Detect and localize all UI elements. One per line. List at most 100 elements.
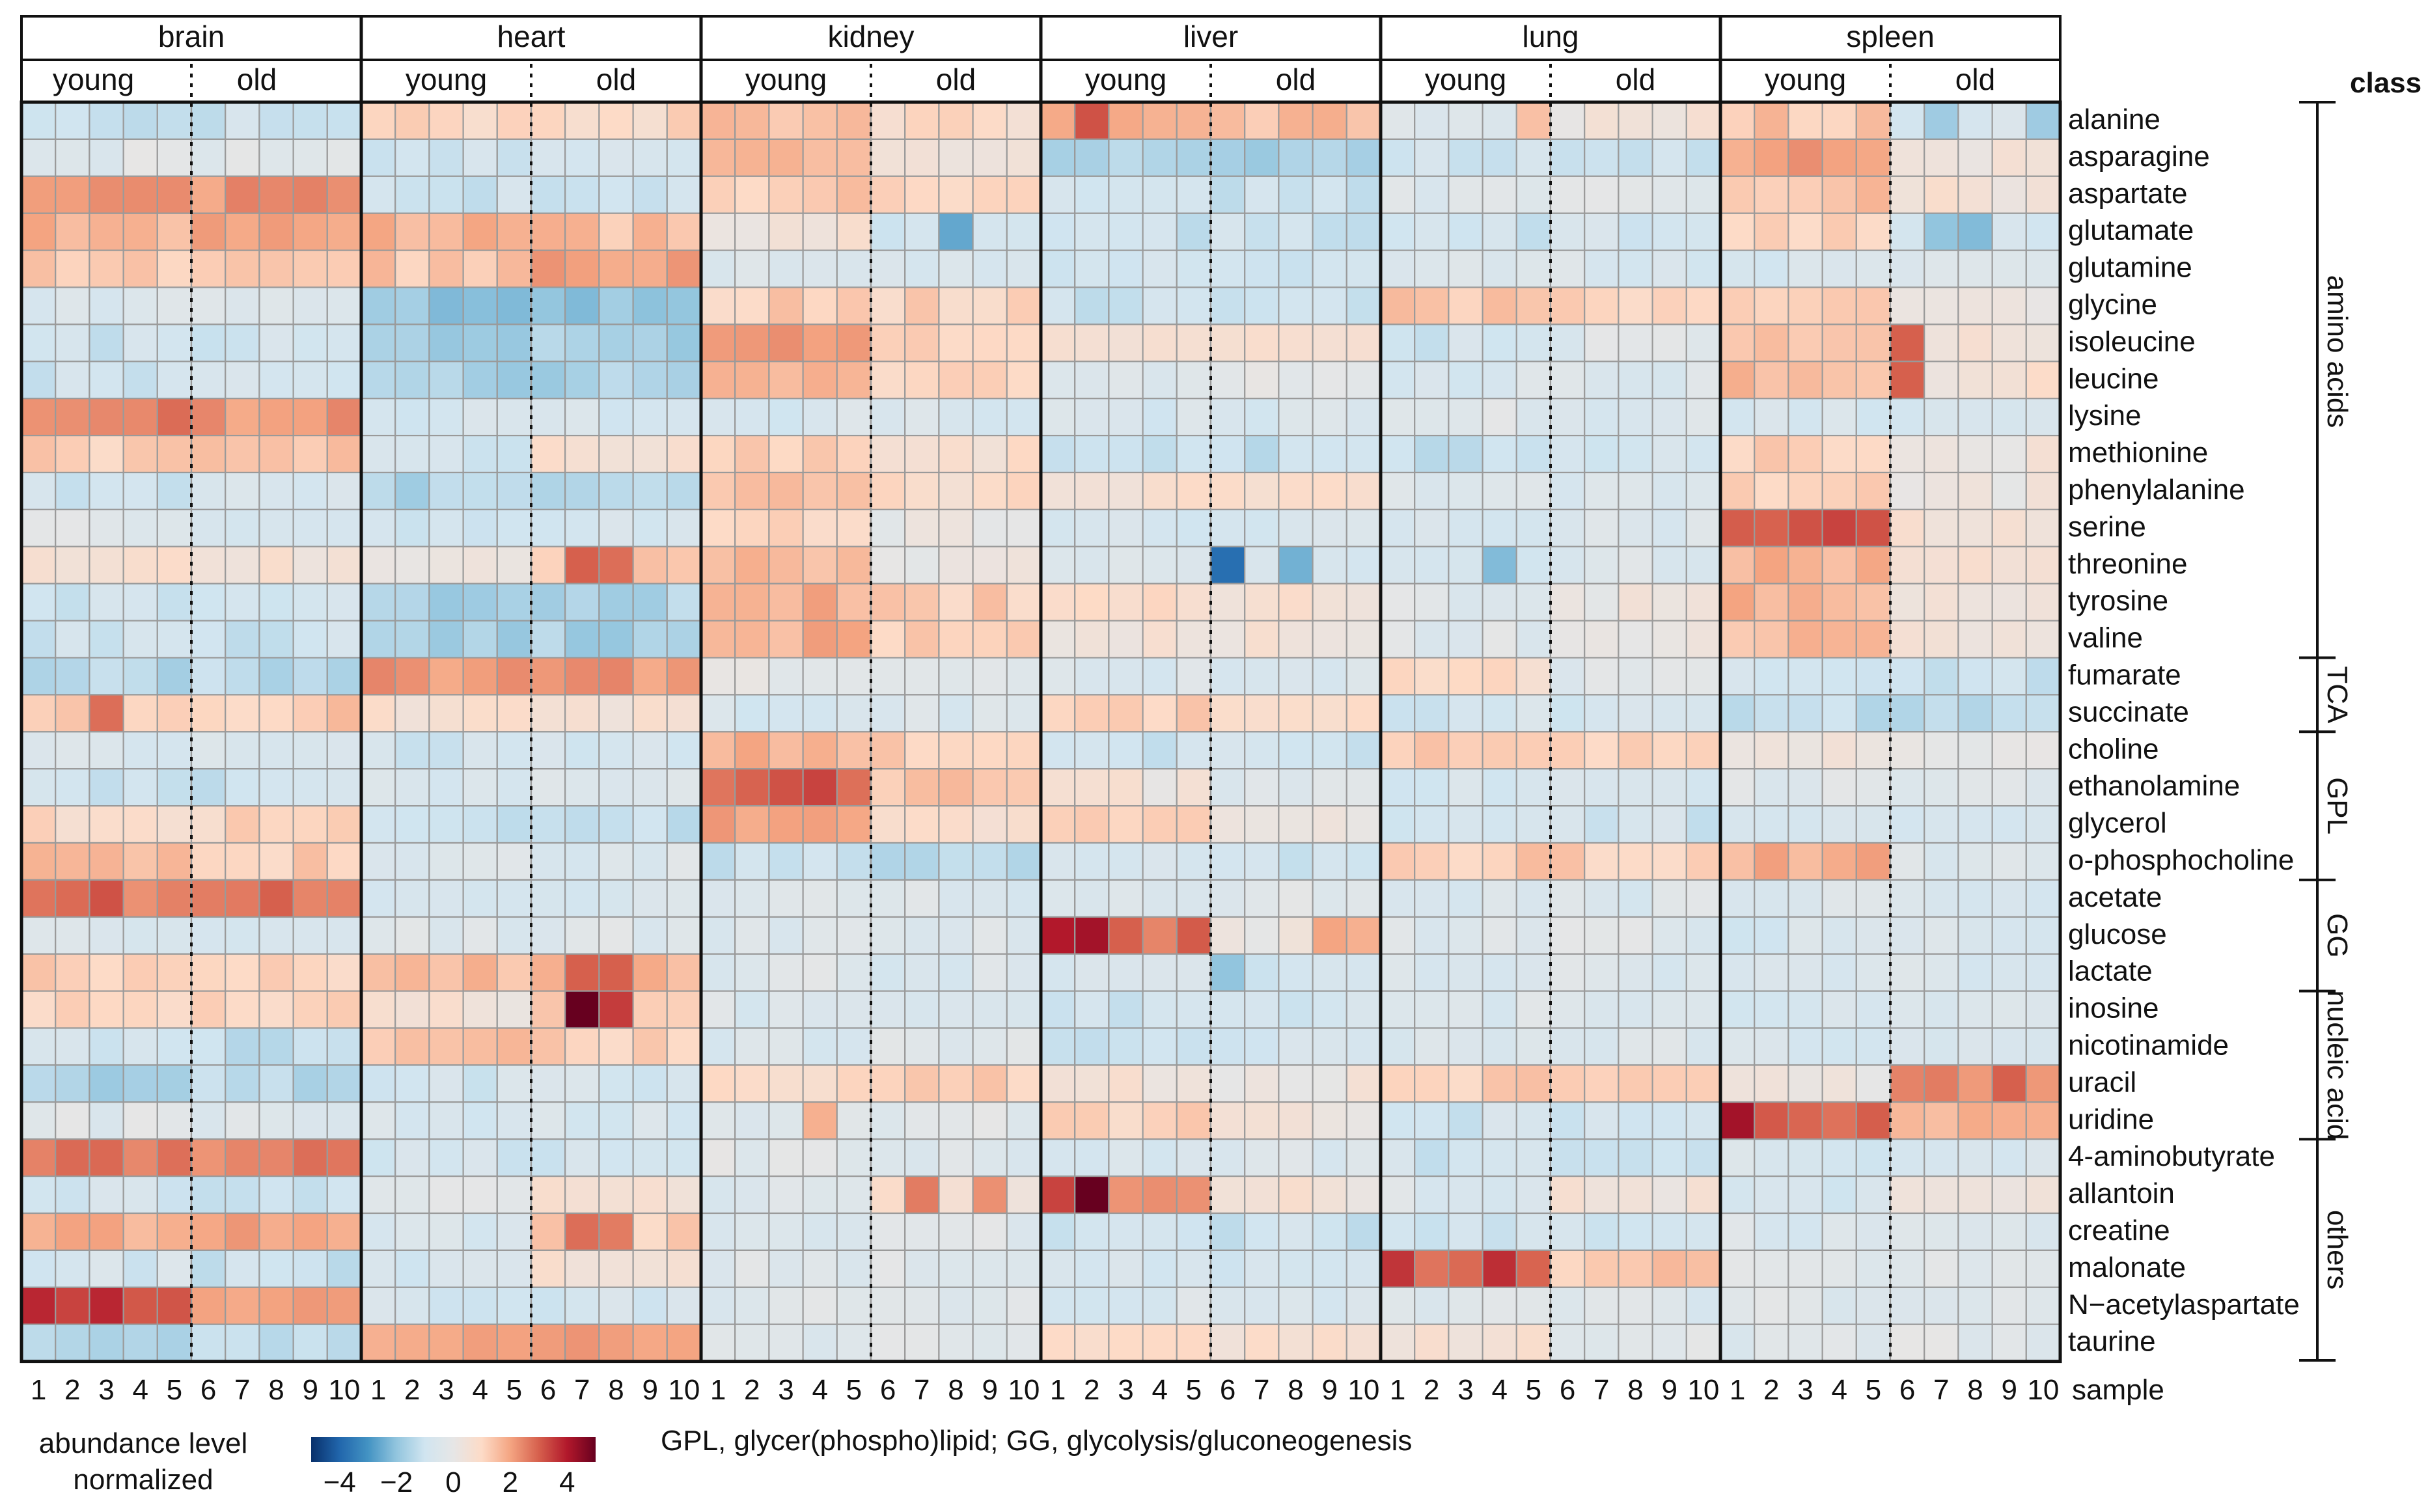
heatmap-cell-lung-ethanolamine-5 [1515, 768, 1552, 807]
heatmap-cell-spleen-malonate-8 [1957, 1249, 1993, 1288]
heatmap-cell-brain-valine-5 [156, 620, 193, 659]
sample-tick-lung-5: 5 [1526, 1374, 1541, 1406]
heatmap-cell-brain-glycerol-10 [326, 804, 363, 844]
heatmap-cell-kidney-choline-1 [700, 731, 736, 770]
heatmap-cell-lung-choline-3 [1448, 731, 1483, 770]
heatmap-cell-liver-ethanolamine-4 [1142, 768, 1178, 807]
sample-tick-spleen-2: 2 [1763, 1374, 1779, 1406]
heatmap-cell-brain-uracil-9 [292, 1064, 328, 1103]
heatmap-cell-brain-nicotinamide-9 [292, 1027, 328, 1066]
heatmap-cell-kidney-4-aminobutyrate-4 [802, 1138, 838, 1177]
heatmap-cell-spleen-valine-9 [1991, 620, 2027, 659]
heatmap-cell-spleen-succinate-1 [1719, 694, 1756, 733]
heatmap-cell-spleen-glycine-9 [1991, 286, 2027, 325]
heatmap-cell-kidney-isoleucine-8 [938, 323, 974, 363]
heatmap-cell-kidney-lactate-4 [802, 953, 838, 992]
heatmap-cell-lung-glucose-4 [1482, 916, 1517, 955]
heatmap-cell-lung-serine-4 [1482, 508, 1517, 547]
heatmap-cell-kidney-glycine-1 [700, 286, 736, 325]
heatmap-cell-liver-malonate-9 [1312, 1249, 1347, 1288]
sample-tick-spleen-8: 8 [1967, 1374, 1983, 1406]
heatmap-cell-spleen-glycerol-1 [1719, 804, 1756, 844]
heatmap-cell-liver-threonine-5 [1176, 545, 1212, 584]
heatmap-cell-lung-phenylalanine-3 [1448, 471, 1483, 511]
heatmap-cell-kidney-nicotinamide-4 [802, 1027, 838, 1066]
heatmap-cell-spleen-phenylalanine-2 [1754, 471, 1789, 511]
heatmap-cell-kidney-uracil-5 [836, 1064, 872, 1103]
heatmap-cell-spleen-allantoin-3 [1787, 1175, 1823, 1215]
heatmap-cell-lung-alanine-8 [1618, 101, 1653, 141]
heatmap-cell-spleen-taurine-1 [1719, 1323, 1756, 1362]
heatmap-cell-heart-methionine-8 [598, 434, 634, 474]
heatmap-cell-heart-uridine-7 [564, 1101, 600, 1140]
heatmap-cell-liver-methionine-1 [1040, 434, 1076, 474]
heatmap-cell-liver-inosine-6 [1209, 990, 1246, 1029]
heatmap-cell-lung-uridine-5 [1515, 1101, 1552, 1140]
heatmap-cell-heart-aspartate-7 [564, 175, 600, 214]
heatmap-cell-spleen-allantoin-2 [1754, 1175, 1789, 1215]
heatmap-cell-kidney-taurine-7 [904, 1323, 940, 1362]
heatmap-cell-liver-uridine-3 [1108, 1101, 1144, 1140]
sample-tick-kidney-4: 4 [812, 1374, 827, 1406]
heatmap-cell-lung-glutamate-5 [1515, 212, 1552, 251]
heatmap-cell-heart-allantoin-2 [394, 1175, 430, 1215]
heatmap-cell-heart-succinate-4 [462, 694, 498, 733]
heatmap-cell-kidney-uridine-4 [802, 1101, 838, 1140]
heatmap-cell-kidney-lysine-6 [870, 398, 906, 437]
heatmap-cell-liver-serine-10 [1345, 508, 1382, 547]
heatmap-cell-spleen-inosine-10 [2025, 990, 2062, 1029]
heatmap-cell-spleen-succinate-8 [1957, 694, 1993, 733]
heatmap-cell-spleen-4-aminobutyrate-5 [1855, 1138, 1892, 1177]
heatmap-cell-spleen-taurine-2 [1754, 1323, 1789, 1362]
heatmap-cell-heart-tyrosine-7 [564, 583, 600, 622]
heatmap-cell-spleen-asparagine-6 [1889, 138, 1925, 177]
heatmap-cell-heart-taurine-1 [360, 1323, 396, 1362]
heatmap-cell-kidney-creatine-7 [904, 1212, 940, 1252]
heatmap-cell-kidney-glycerol-4 [802, 804, 838, 844]
heatmap-cell-brain-phenylalanine-9 [292, 471, 328, 511]
heatmap-cell-brain-glucose-7 [225, 916, 260, 955]
heatmap-cell-spleen-aspartate-3 [1787, 175, 1823, 214]
heatmap-cell-heart-glycine-6 [530, 286, 566, 325]
heatmap-cell-kidney-ethanolamine-8 [938, 768, 974, 807]
heatmap-cell-brain-asparagine-8 [258, 138, 294, 177]
heatmap-cell-liver-allantoin-7 [1244, 1175, 1280, 1215]
heatmap-cell-heart-acetate-6 [530, 879, 566, 918]
heatmap-cell-liver-ethanolamine-3 [1108, 768, 1144, 807]
heatmap-cell-lung-4-aminobutyrate-4 [1482, 1138, 1517, 1177]
heatmap-cell-spleen-glycine-10 [2025, 286, 2062, 325]
heatmap-cell-kidney-alanine-8 [938, 101, 974, 141]
heatmap-cell-heart-creatine-10 [666, 1212, 702, 1252]
heatmap-cell-heart-allantoin-7 [564, 1175, 600, 1215]
heatmap-cell-brain-threonine-3 [89, 545, 124, 584]
heatmap-cell-heart-glutamine-9 [632, 249, 668, 288]
heatmap-cell-liver-aspartate-10 [1345, 175, 1382, 214]
heatmap-cell-lung-taurine-8 [1618, 1323, 1653, 1362]
heatmap-cell-brain-glycerol-8 [258, 804, 294, 844]
heatmap-cell-liver-4-aminobutyrate-9 [1312, 1138, 1347, 1177]
heatmap-cell-lung-glutamine-4 [1482, 249, 1517, 288]
heatmap-cell-spleen-glycerol-8 [1957, 804, 1993, 844]
heatmap-cell-heart-o-phosphocholine-1 [360, 842, 396, 881]
heatmap-cell-kidney-leucine-8 [938, 361, 974, 400]
heatmap-cell-heart-lysine-6 [530, 398, 566, 437]
heatmap-cell-heart-4-aminobutyrate-3 [428, 1138, 464, 1177]
sample-tick-kidney-3: 3 [778, 1374, 793, 1406]
heatmap-cell-heart-N−acetylaspartate-5 [496, 1286, 532, 1325]
heatmap-cell-brain-serine-4 [122, 508, 158, 547]
heatmap-cell-lung-succinate-6 [1549, 694, 1586, 733]
heatmap-cell-liver-N−acetylaspartate-10 [1345, 1286, 1382, 1325]
heatmap-cell-kidney-uracil-4 [802, 1064, 838, 1103]
heatmap-cell-lung-N−acetylaspartate-1 [1379, 1286, 1416, 1325]
heatmap-cell-liver-glucose-4 [1142, 916, 1178, 955]
heatmap-cell-lung-fumarate-2 [1414, 657, 1450, 696]
heatmap-cell-brain-aspartate-2 [55, 175, 90, 214]
heatmap-cell-lung-tyrosine-9 [1651, 583, 1687, 622]
heatmap-cell-brain-ethanolamine-9 [292, 768, 328, 807]
heatmap-cell-lung-malonate-1 [1379, 1249, 1416, 1288]
heatmap-cell-liver-uracil-9 [1312, 1064, 1347, 1103]
heatmap-cell-lung-allantoin-7 [1584, 1175, 1620, 1215]
heatmap-cell-lung-fumarate-7 [1584, 657, 1620, 696]
heatmap-cell-heart-glutamine-8 [598, 249, 634, 288]
heatmap-cell-brain-4-aminobutyrate-3 [89, 1138, 124, 1177]
